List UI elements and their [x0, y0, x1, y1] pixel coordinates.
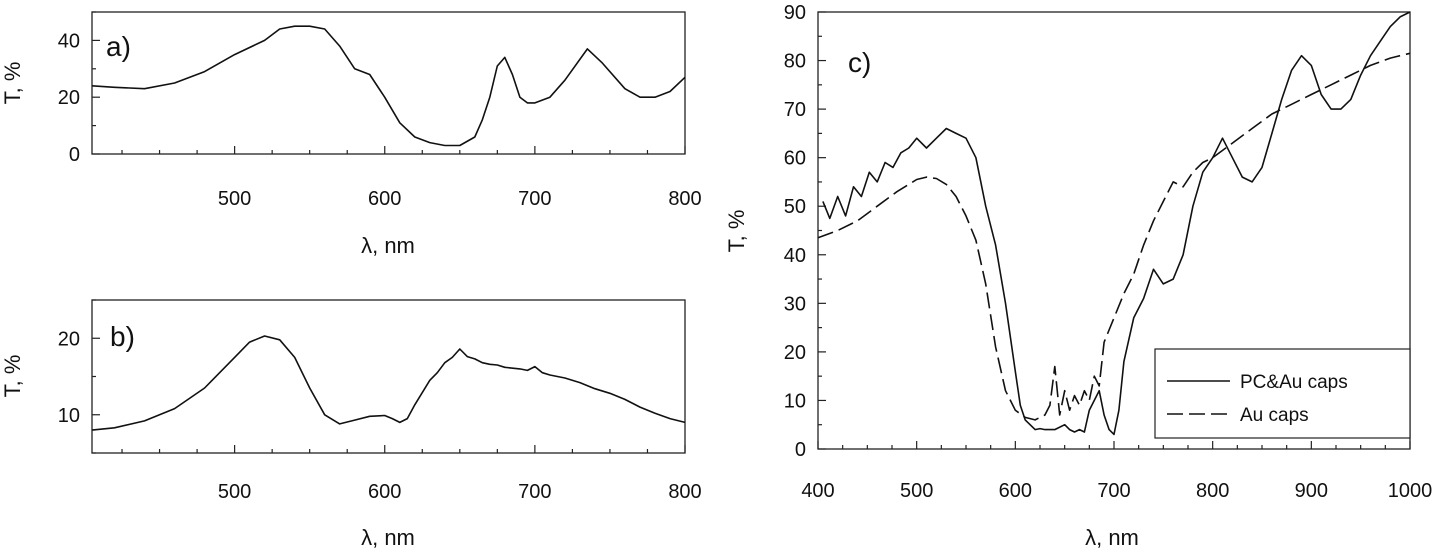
legend: PC&Au caps Au caps — [1154, 348, 1411, 439]
series-line-au-caps — [817, 52, 1411, 421]
series-line-1 — [91, 335, 686, 431]
x-tick-label: 800 — [668, 188, 701, 210]
y-tick-label: 0 — [795, 439, 806, 461]
x-tick-label: 500 — [218, 188, 251, 210]
x-axis-title: λ, nm — [1085, 525, 1139, 550]
y-tick-label: 80 — [784, 51, 806, 73]
x-tick-label: 400 — [801, 480, 834, 502]
x-tick-label: 500 — [218, 481, 251, 503]
x-tick-label: 600 — [368, 481, 401, 503]
x-tick-label: 600 — [368, 188, 401, 210]
y-tick-label: 60 — [784, 148, 806, 170]
chart-panel-1: 500 600 700 800 0 20 40 λ, nm T, % a) — [0, 11, 702, 258]
plot-frame — [91, 11, 686, 155]
y-tick-label: 10 — [58, 405, 80, 427]
y-tick-label: 10 — [784, 390, 806, 412]
y-tick-label: 40 — [58, 30, 80, 52]
series-line-1 — [91, 25, 686, 147]
y-tick-label: 90 — [784, 2, 806, 24]
y-tick-label: 20 — [784, 342, 806, 364]
x-axis-title: λ, nm — [361, 233, 415, 258]
x-tick-label: 800 — [1196, 480, 1229, 502]
y-tick-label: 40 — [784, 245, 806, 267]
x-tick-label: 500 — [900, 480, 933, 502]
panel-label: a) — [106, 31, 131, 62]
legend-box — [1154, 348, 1411, 439]
series-line-pc-au-caps — [822, 11, 1411, 436]
y-tick-label: 20 — [58, 87, 80, 109]
x-tick-label: 700 — [518, 188, 551, 210]
x-tick-label: 900 — [1295, 480, 1328, 502]
panel-label: b) — [110, 321, 135, 352]
x-tick-label: 700 — [518, 481, 551, 503]
y-tick-label: 20 — [58, 328, 80, 350]
chart-panel-2: 500 600 700 800 10 20 λ, nm T, % b) — [0, 299, 702, 550]
x-axis-title: λ, nm — [361, 525, 415, 550]
y-axis-title: T, % — [0, 355, 25, 398]
y-tick-label: 50 — [784, 196, 806, 218]
y-tick-label: 30 — [784, 293, 806, 315]
y-axis-title: T, % — [0, 62, 25, 105]
x-tick-label: 700 — [1097, 480, 1130, 502]
y-tick-label: 70 — [784, 99, 806, 121]
chart-panel-3: 400 500 600 700 800 900 1000 0 10 20 30 40 50 60 70 80 9… — [724, 2, 1432, 550]
y-tick-label: 0 — [69, 144, 80, 166]
panel-label: c) — [848, 47, 871, 78]
legend-label: Au caps — [1240, 405, 1309, 426]
y-axis-title: T, % — [724, 210, 749, 253]
plot-frame — [91, 299, 686, 454]
x-tick-label: 600 — [999, 480, 1032, 502]
x-tick-label: 1000 — [1388, 480, 1433, 502]
legend-label: PC&Au caps — [1240, 372, 1348, 393]
x-tick-label: 800 — [668, 481, 701, 503]
